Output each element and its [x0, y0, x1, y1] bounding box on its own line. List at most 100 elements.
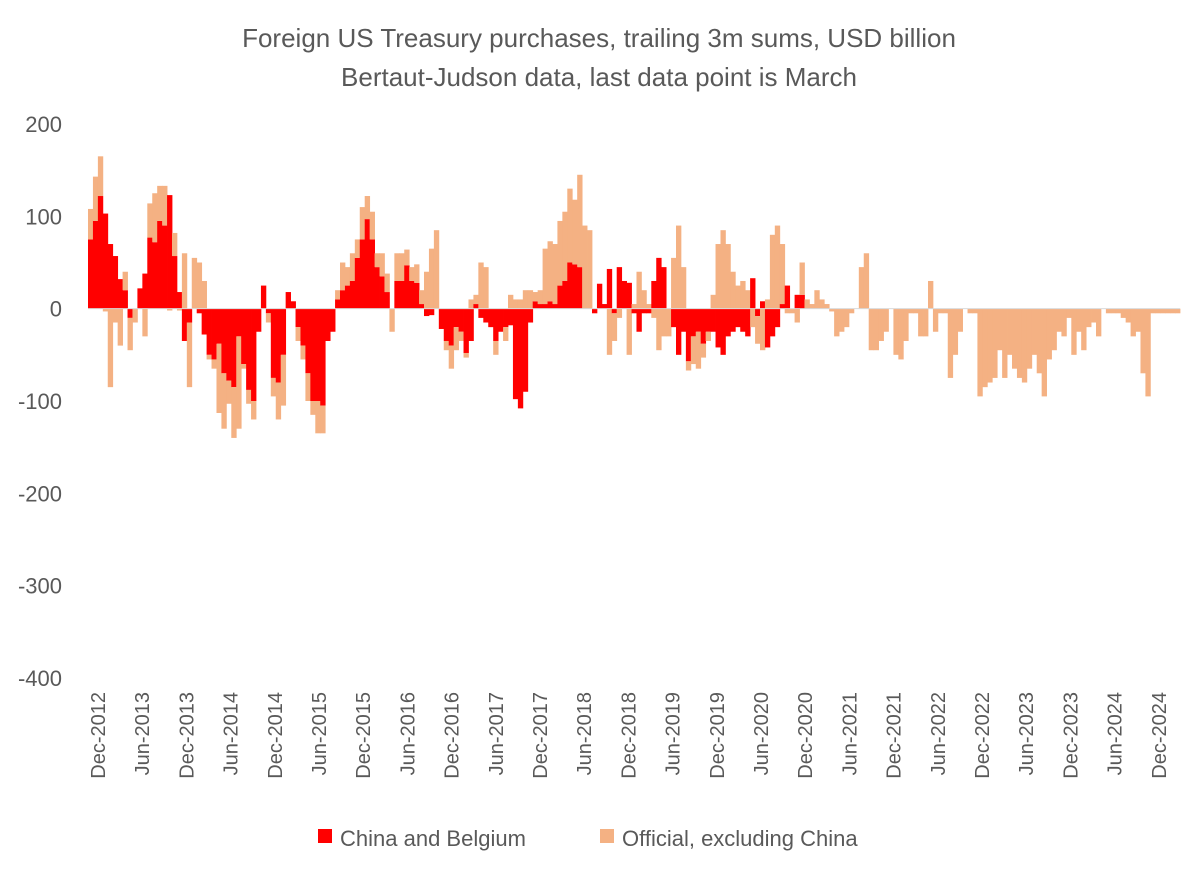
bar-official-ex-china — [527, 290, 534, 309]
bar-official-ex-china — [1160, 308, 1166, 314]
bar-official-ex-china — [512, 299, 519, 309]
bar-official-ex-china — [725, 244, 731, 309]
bar-china-belgium — [596, 283, 603, 309]
bar-official-ex-china — [147, 203, 153, 238]
bar-china-belgium — [685, 308, 692, 362]
bar-official-ex-china — [483, 267, 489, 309]
bar-official-ex-china — [646, 304, 652, 309]
bar-china-belgium — [330, 308, 336, 332]
bar-official-ex-china — [172, 232, 178, 257]
bar-official-ex-china — [142, 308, 148, 337]
bar-china-belgium — [310, 308, 316, 401]
bar-china-belgium — [646, 308, 652, 314]
bar-china-belgium — [216, 308, 222, 344]
bar-official-ex-china — [883, 308, 889, 332]
bar-official-ex-china — [191, 257, 198, 309]
bar-china-belgium — [409, 280, 415, 309]
bar-china-belgium — [735, 308, 741, 328]
bar-china-belgium — [280, 308, 287, 355]
bar-official-ex-china — [463, 352, 469, 358]
bar-official-ex-china — [349, 253, 356, 281]
bar-official-ex-china — [335, 290, 341, 300]
bar-china-belgium — [122, 290, 128, 309]
bar-official-ex-china — [695, 331, 702, 369]
bar-official-ex-china — [789, 308, 795, 314]
bar-china-belgium — [592, 308, 598, 314]
bar-china-belgium — [236, 308, 242, 337]
bar-china-belgium — [196, 308, 203, 314]
bar-official-ex-china — [750, 308, 756, 328]
bar-china-belgium — [201, 308, 207, 335]
bar-china-belgium — [794, 294, 800, 309]
bar-official-ex-china — [1061, 308, 1067, 337]
bar-official-ex-china — [918, 308, 924, 337]
y-tick-label: 100 — [25, 204, 62, 229]
bar-official-ex-china — [419, 290, 425, 305]
bar-official-ex-china — [671, 257, 677, 309]
bar-official-ex-china — [898, 308, 904, 360]
bar-official-ex-china — [977, 308, 983, 397]
x-tick-label: Jun-2018 — [574, 692, 596, 775]
x-tick-label: Jun-2021 — [839, 692, 861, 775]
bar-official-ex-china — [987, 308, 993, 383]
bar-china-belgium — [769, 308, 776, 337]
bar-china-belgium — [740, 308, 746, 332]
bar-china-belgium — [478, 308, 484, 318]
x-tick-label: Jun-2022 — [928, 692, 950, 775]
bar-official-ex-china — [829, 308, 835, 312]
bar-china-belgium — [344, 285, 351, 309]
bar-official-ex-china — [1115, 308, 1122, 314]
bar-china-belgium — [676, 308, 682, 355]
bar-official-ex-china — [928, 280, 934, 309]
bar-official-ex-china — [127, 317, 133, 351]
bar-official-ex-china — [1165, 308, 1171, 314]
bar-official-ex-china — [186, 322, 193, 388]
bar-china-belgium — [542, 304, 548, 309]
bar-official-ex-china — [656, 308, 662, 351]
bar-china-belgium — [700, 308, 707, 344]
bar-official-ex-china — [517, 299, 524, 309]
bar-official-ex-china — [868, 308, 875, 351]
bar-official-ex-china — [216, 343, 222, 413]
bar-official-ex-china — [1076, 308, 1082, 332]
x-tick-label: Dec-2022 — [972, 692, 994, 779]
bar-official-ex-china — [97, 156, 104, 197]
bar-china-belgium — [157, 220, 163, 309]
bar-official-ex-china — [1016, 308, 1023, 378]
bar-official-ex-china — [468, 299, 474, 309]
x-tick-label: Dec-2012 — [88, 692, 110, 779]
bar-official-ex-china — [809, 304, 815, 309]
bar-official-ex-china — [226, 380, 232, 404]
x-tick-label: Jun-2014 — [221, 692, 243, 775]
bar-china-belgium — [438, 308, 445, 329]
bar-official-ex-china — [784, 308, 791, 314]
bar-china-belgium — [453, 308, 459, 328]
bar-official-ex-china — [992, 308, 998, 378]
bar-official-ex-china — [107, 308, 114, 388]
x-tick-label: Dec-2013 — [176, 692, 198, 779]
bar-official-ex-china — [221, 373, 227, 429]
bar-official-ex-china — [265, 313, 272, 323]
bar-china-belgium — [127, 308, 133, 318]
bar-official-ex-china — [913, 308, 919, 314]
bar-official-ex-china — [1170, 308, 1176, 314]
bar-china-belgium — [557, 285, 563, 309]
x-tick-label: Dec-2021 — [884, 692, 906, 779]
bar-official-ex-china — [275, 382, 282, 420]
bar-official-ex-china — [231, 387, 237, 438]
bar-official-ex-china — [606, 308, 613, 355]
bar-china-belgium — [498, 308, 504, 332]
bar-china-belgium — [522, 308, 529, 392]
bar-official-ex-china — [176, 308, 183, 311]
bar-china-belgium — [92, 220, 99, 309]
bar-official-ex-china — [1041, 308, 1047, 397]
bar-official-ex-china — [1140, 308, 1146, 374]
bar-official-ex-china — [1012, 308, 1018, 369]
bar-official-ex-china — [399, 253, 405, 281]
bar-official-ex-china — [567, 188, 573, 263]
bar-official-ex-china — [236, 336, 242, 429]
bar-china-belgium — [246, 308, 252, 390]
bar-china-belgium — [641, 308, 647, 314]
bar-official-ex-china — [844, 308, 850, 328]
bar-china-belgium — [354, 257, 361, 309]
